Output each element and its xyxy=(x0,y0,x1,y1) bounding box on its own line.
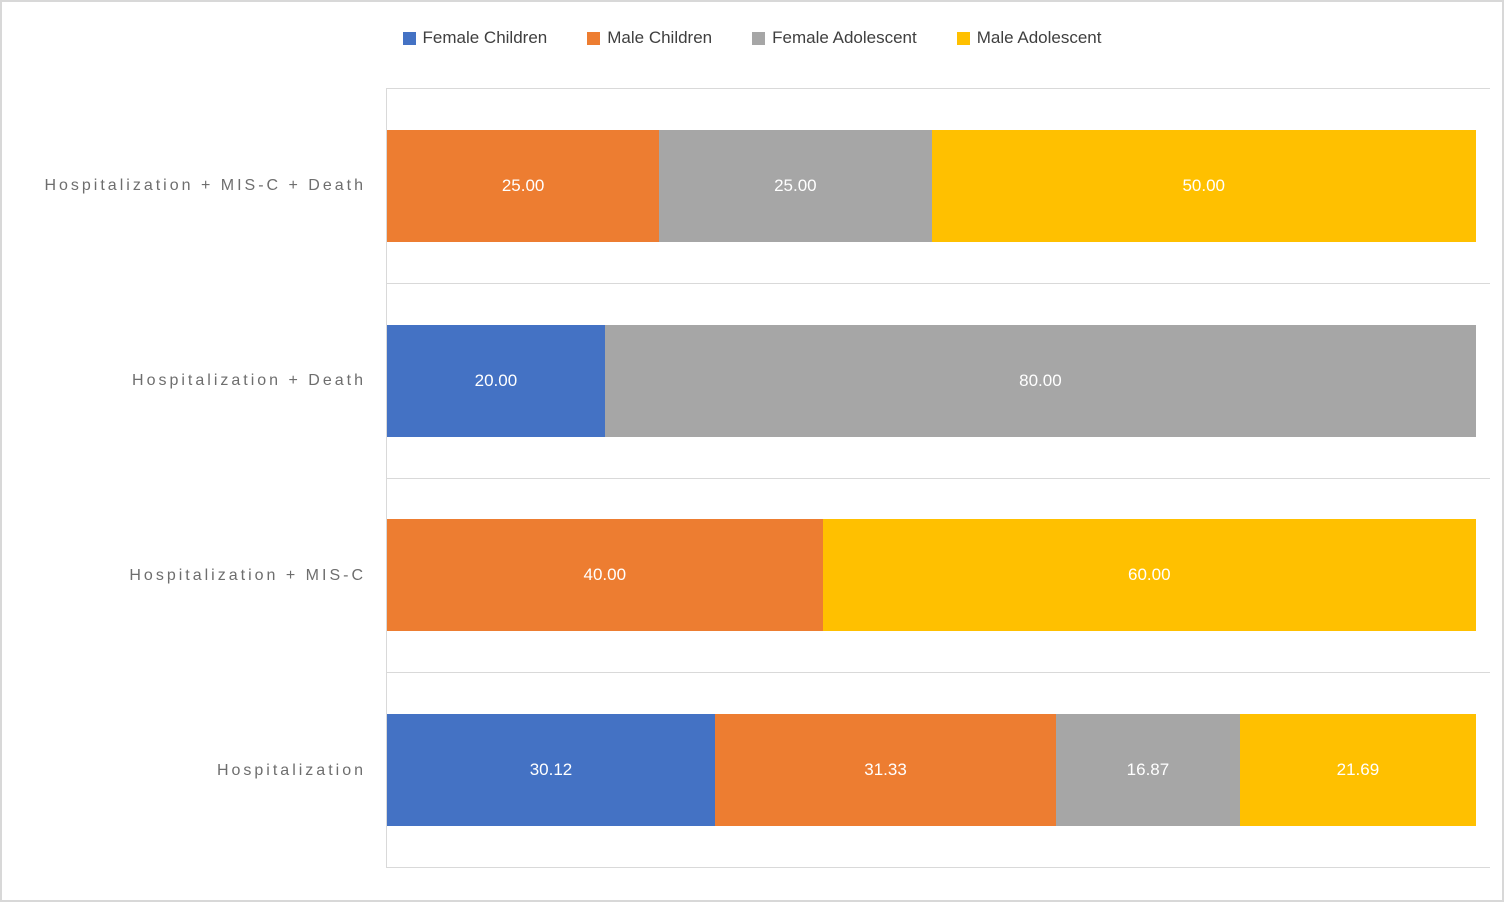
bar-segment-female-adolescent: 25.00 xyxy=(659,129,932,242)
category-label: Hospitalization xyxy=(216,761,366,779)
legend-item: Female Children xyxy=(402,28,548,48)
category-axis-labels: Hospitalization + MIS-C + Death Hospitali… xyxy=(2,88,386,868)
legend-swatch-icon xyxy=(956,31,970,45)
bar-segment-female-adolescent: 16.87 xyxy=(1056,714,1240,827)
data-label: 50.00 xyxy=(1182,175,1226,195)
bar-segment-male-adolescent: 60.00 xyxy=(822,519,1476,632)
data-label: 31.33 xyxy=(864,760,907,780)
legend-swatch-icon xyxy=(587,31,601,45)
data-label: 30.12 xyxy=(529,760,573,780)
legend-swatch-icon xyxy=(402,31,416,45)
legend-item: Male Adolescent xyxy=(956,28,1102,48)
data-label: 40.00 xyxy=(583,565,627,585)
chart-row: 20.00 80.00 xyxy=(387,284,1490,479)
category-label: Hospitalization + MIS-C xyxy=(129,566,366,584)
bar-segment-female-children: 20.00 xyxy=(387,324,605,437)
category-label: Hospitalization + Death xyxy=(132,371,366,389)
bar-track: 30.12 31.33 16.87 21.69 xyxy=(387,714,1476,827)
bar-segment-female-children: 30.12 xyxy=(387,714,715,827)
data-label: 25.00 xyxy=(501,175,545,195)
legend-label: Female Children xyxy=(422,28,548,47)
data-label: 16.87 xyxy=(1126,760,1170,780)
category-label: Hospitalization + MIS-C + Death xyxy=(44,176,366,194)
data-label: 25.00 xyxy=(774,175,817,195)
legend-swatch-icon xyxy=(752,31,766,45)
bar-track: 20.00 80.00 xyxy=(387,324,1476,437)
bar-track: 40.00 60.00 xyxy=(387,519,1476,632)
legend-label: Female Adolescent xyxy=(772,28,917,47)
bar-segment-male-children: 25.00 xyxy=(387,129,660,242)
chart-row: 40.00 60.00 xyxy=(387,479,1490,674)
legend-label: Male Adolescent xyxy=(976,28,1102,47)
bar-segment-male-children: 31.33 xyxy=(714,714,1057,827)
legend-label: Male Children xyxy=(607,28,713,47)
bar-segment-male-adolescent: 50.00 xyxy=(931,129,1476,242)
plot-area: 25.00 25.00 50.00 20.00 80.00 40.00 60.00 30.12… xyxy=(386,88,1490,868)
data-label: 60.00 xyxy=(1128,565,1171,585)
data-label: 80.00 xyxy=(1019,370,1062,390)
legend-item: Male Children xyxy=(587,28,712,48)
bar-segment-male-children: 40.00 xyxy=(387,519,823,632)
bar-segment-male-adolescent: 21.69 xyxy=(1239,714,1476,827)
data-label: 21.69 xyxy=(1336,760,1380,780)
chart-area: Hospitalization + MIS-C + Death Hospitali… xyxy=(2,88,1502,868)
chart-row: 30.12 31.33 16.87 21.69 xyxy=(387,673,1490,868)
chart-legend: Female Children Male Children Female Adole… xyxy=(2,28,1502,48)
data-label: 20.00 xyxy=(474,370,518,390)
chart-row: 25.00 25.00 50.00 xyxy=(387,89,1490,284)
bar-track: 25.00 25.00 50.00 xyxy=(387,129,1476,242)
bar-segment-female-adolescent: 80.00 xyxy=(604,324,1476,437)
legend-item: Female Adolescent xyxy=(752,28,917,48)
